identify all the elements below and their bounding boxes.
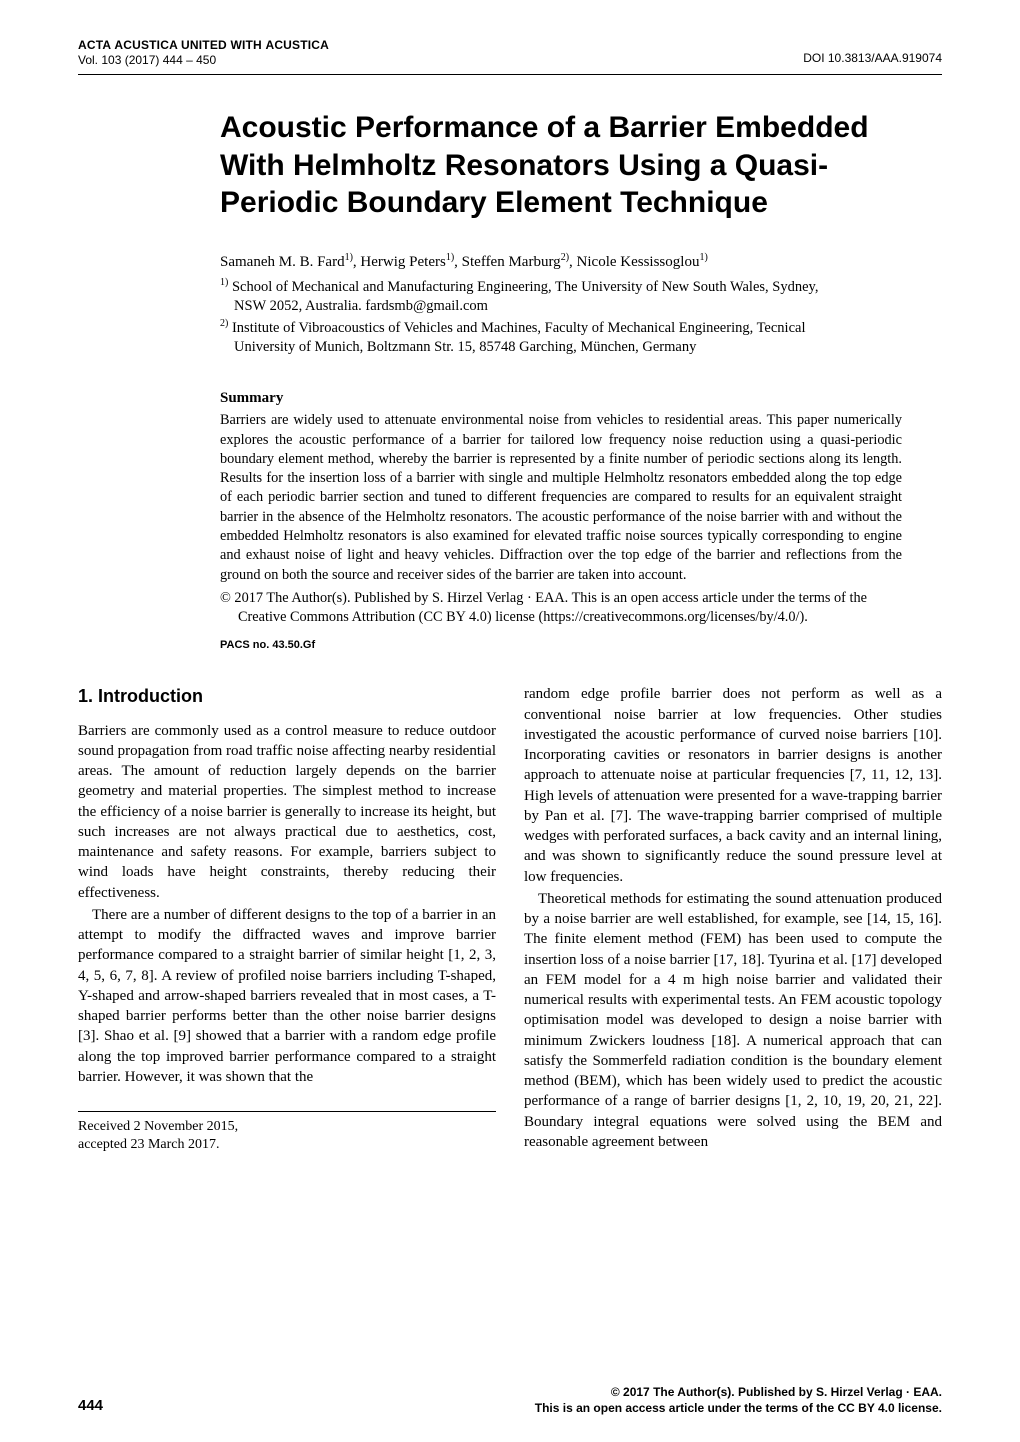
copyright-text: Creative Commons Attribution (CC BY 4.0)… [220, 608, 902, 627]
received-rule [78, 1111, 496, 1112]
received-line: Received 2 November 2015, [78, 1118, 496, 1136]
accepted-line: accepted 23 March 2017. [78, 1136, 496, 1154]
affil-sup: 1) [446, 252, 454, 263]
journal-header: ACTA ACUSTICA UNITED WITH ACUSTICA Vol. … [78, 38, 329, 68]
author-name: Samaneh M. B. Fard [220, 254, 345, 270]
pacs-line: PACS no. 43.50.Gf [220, 638, 902, 653]
received-dates: Received 2 November 2015, accepted 23 Ma… [78, 1118, 496, 1154]
affiliation-text: Institute of Vibroacoustics of Vehicles … [228, 320, 805, 336]
left-column: 1. Introduction Barriers are commonly us… [78, 684, 496, 1154]
doi: DOI 10.3813/AAA.919074 [803, 50, 942, 66]
body-paragraph: Theoretical methods for estimating the s… [524, 889, 942, 1152]
journal-name-part: A [78, 38, 87, 52]
affiliation: 1) School of Mechanical and Manufacturin… [220, 278, 922, 317]
author-name: , Steffen Marburg [454, 254, 561, 270]
body-paragraph: Barriers are commonly used as a control … [78, 721, 496, 903]
affiliation-text: School of Mechanical and Manufacturing E… [228, 279, 818, 295]
copyright-text: © 2017 The Author(s). Published by S. Hi… [220, 590, 867, 606]
body-columns: 1. Introduction Barriers are commonly us… [78, 684, 942, 1154]
section-heading: 1. Introduction [78, 684, 496, 708]
affil-sup: 2) [561, 252, 569, 263]
article-title: Acoustic Performance of a Barrier Embedd… [78, 109, 942, 222]
affil-sup: 1) [699, 252, 707, 263]
summary-text: Barriers are widely used to attenuate en… [220, 411, 902, 585]
volume-line: Vol. 103 (2017) 444 – 450 [78, 53, 329, 68]
header-rule [78, 74, 942, 75]
author-name: , Herwig Peters [353, 254, 446, 270]
journal-name-part: CUSTICA [274, 38, 329, 52]
journal-name-part: CUSTICA UNITED WITH [123, 38, 265, 52]
summary-block: Summary Barriers are widely used to atte… [78, 388, 942, 652]
body-paragraph: There are a number of different designs … [78, 905, 496, 1087]
page-number: 444 [78, 1396, 103, 1416]
author-name: , Nicole Kessissoglou [569, 254, 699, 270]
author-list: Samaneh M. B. Fard1), Herwig Peters1), S… [220, 252, 922, 272]
footer-copyright-line: © 2017 The Author(s). Published by S. Hi… [535, 1384, 942, 1400]
right-column: random edge profile barrier does not per… [524, 684, 942, 1154]
article-meta: Samaneh M. B. Fard1), Herwig Peters1), S… [78, 252, 942, 359]
page: ACTA ACUSTICA UNITED WITH ACUSTICA Vol. … [0, 0, 1020, 1442]
page-footer: 444 © 2017 The Author(s). Published by S… [78, 1384, 942, 1416]
body-paragraph: random edge profile barrier does not per… [524, 684, 942, 887]
journal-name-part: A [114, 38, 123, 52]
copyright-line: © 2017 The Author(s). Published by S. Hi… [220, 589, 902, 628]
affiliation-text: University of Munich, Boltzmann Str. 15,… [220, 338, 922, 358]
journal-name-part: CTA [87, 38, 114, 52]
affiliation-text: NSW 2052, Australia. fardsmb@gmail.com [220, 297, 922, 317]
summary-heading: Summary [220, 388, 902, 408]
journal-name-part: A [265, 38, 274, 52]
running-head: ACTA ACUSTICA UNITED WITH ACUSTICA Vol. … [78, 38, 942, 68]
affiliation: 2) Institute of Vibroacoustics of Vehicl… [220, 319, 922, 358]
footer-copyright-line: This is an open access article under the… [535, 1400, 942, 1416]
footer-copyright: © 2017 The Author(s). Published by S. Hi… [535, 1384, 942, 1416]
affil-sup: 1) [345, 252, 353, 263]
